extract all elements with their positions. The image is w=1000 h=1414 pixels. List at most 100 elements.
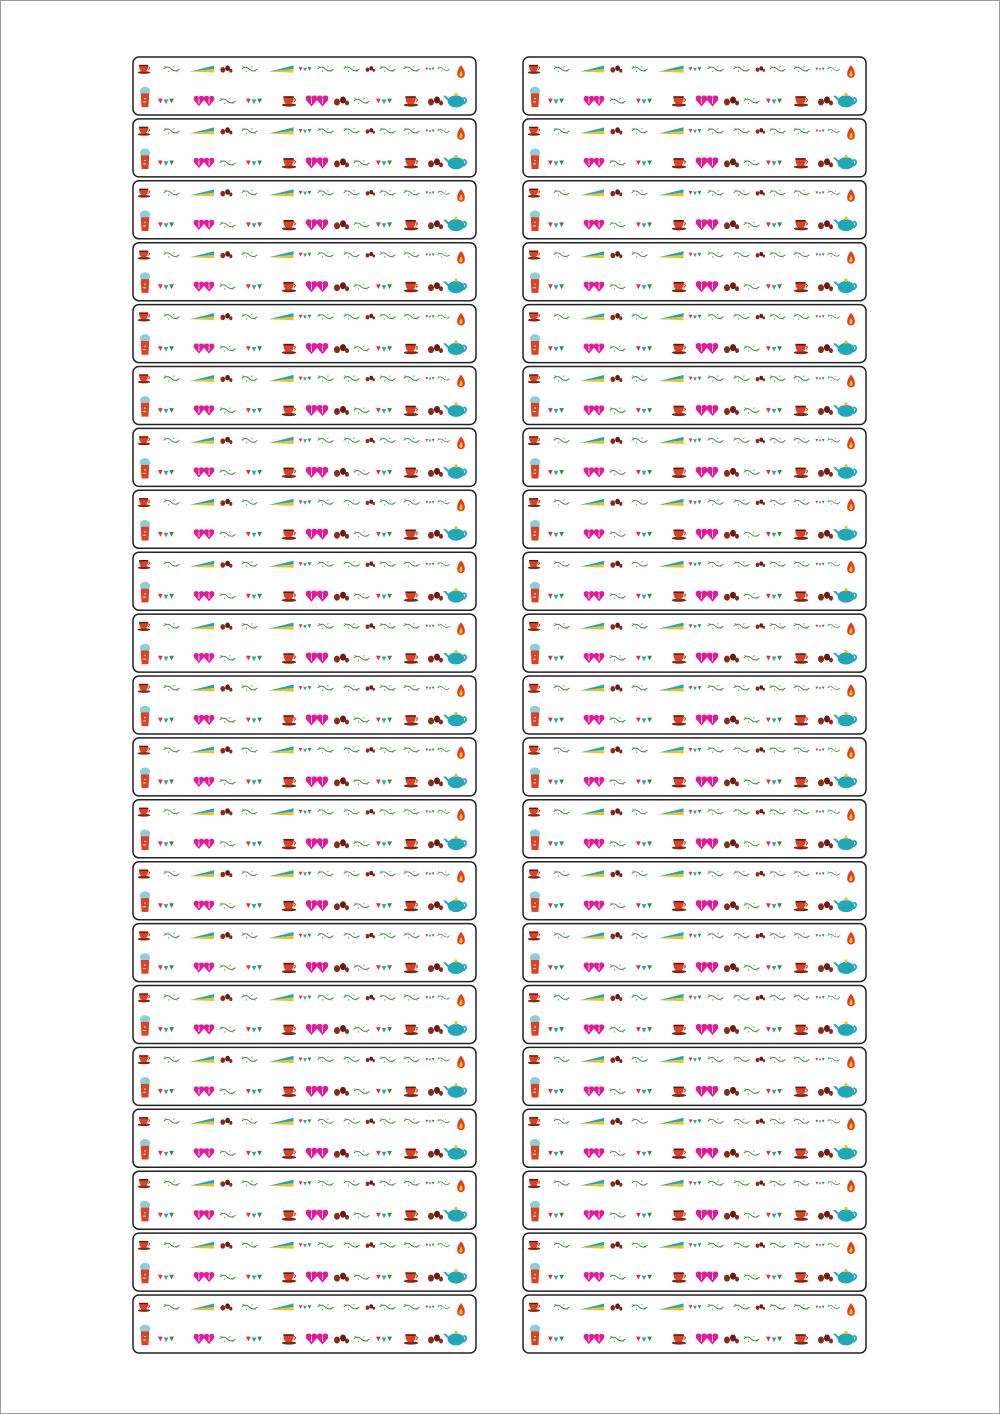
flags-icon bbox=[688, 190, 702, 196]
flags-icon bbox=[766, 1089, 782, 1095]
flags-icon bbox=[548, 841, 564, 847]
flags-icon bbox=[766, 717, 782, 724]
tall-icon bbox=[139, 1200, 151, 1222]
flags-icon bbox=[158, 98, 174, 105]
flags-icon bbox=[766, 841, 782, 847]
label bbox=[132, 1294, 477, 1354]
label bbox=[522, 1046, 867, 1107]
flags-icon bbox=[688, 871, 702, 877]
label bbox=[522, 241, 867, 302]
tall-icon bbox=[529, 1262, 541, 1284]
flags-icon bbox=[246, 965, 262, 971]
flags-icon bbox=[246, 346, 262, 352]
flags-icon bbox=[815, 872, 825, 876]
flags-icon bbox=[548, 470, 564, 476]
tall-icon bbox=[139, 1262, 151, 1284]
tall-icon bbox=[139, 1076, 151, 1099]
label bbox=[132, 118, 477, 178]
flags-icon bbox=[548, 98, 564, 105]
flags-icon bbox=[425, 500, 435, 505]
tall-icon bbox=[529, 643, 541, 665]
label bbox=[132, 737, 477, 797]
flags-icon bbox=[636, 1027, 652, 1033]
flags-icon bbox=[636, 284, 652, 290]
flags-icon bbox=[688, 747, 702, 753]
flags-icon bbox=[548, 1150, 564, 1157]
flags-icon bbox=[246, 222, 262, 228]
flags-icon bbox=[815, 500, 825, 505]
tall-icon bbox=[529, 209, 541, 232]
flags-icon bbox=[376, 160, 392, 167]
flags-icon bbox=[636, 531, 652, 538]
flags-icon bbox=[376, 965, 392, 971]
flags-icon bbox=[636, 593, 652, 600]
flags-icon bbox=[298, 1243, 312, 1248]
flags-icon bbox=[158, 160, 174, 167]
label bbox=[132, 365, 477, 426]
flags-icon bbox=[246, 1150, 262, 1157]
flags-icon bbox=[815, 748, 825, 752]
flags-icon bbox=[425, 624, 435, 628]
flags-icon bbox=[246, 531, 262, 538]
label bbox=[522, 1170, 867, 1230]
flags-icon bbox=[158, 841, 174, 847]
label bbox=[132, 56, 477, 116]
flags-icon bbox=[688, 1305, 702, 1310]
flags-icon bbox=[815, 934, 825, 938]
flags-icon bbox=[815, 253, 825, 257]
flags-icon bbox=[376, 346, 392, 352]
label bbox=[132, 799, 477, 859]
flags-icon bbox=[246, 160, 262, 167]
flags-icon bbox=[688, 252, 702, 258]
flags-icon bbox=[766, 160, 782, 167]
flags-icon bbox=[158, 222, 174, 228]
flags-icon bbox=[688, 438, 702, 443]
flags-icon bbox=[376, 903, 392, 909]
flags-icon bbox=[298, 252, 312, 258]
flags-icon bbox=[298, 67, 312, 72]
label bbox=[522, 56, 867, 116]
flags-icon bbox=[548, 284, 564, 290]
flags-icon bbox=[548, 1336, 564, 1343]
flags-icon bbox=[548, 593, 564, 600]
flags-icon bbox=[815, 1243, 825, 1247]
flags-icon bbox=[158, 1150, 174, 1157]
label bbox=[132, 922, 477, 983]
flags-icon bbox=[425, 996, 435, 1000]
flags-icon bbox=[246, 1089, 262, 1095]
flags-icon bbox=[158, 779, 174, 786]
flags-icon bbox=[636, 1089, 652, 1095]
label bbox=[522, 489, 867, 550]
flags-icon bbox=[298, 1305, 312, 1310]
label bbox=[522, 613, 867, 673]
flags-icon bbox=[688, 67, 702, 72]
tall-icon bbox=[139, 147, 151, 170]
flags-icon bbox=[636, 222, 652, 228]
tall-icon bbox=[139, 209, 151, 232]
flags-icon bbox=[766, 1336, 782, 1343]
flags-icon bbox=[815, 191, 825, 195]
flags-icon bbox=[425, 191, 435, 195]
flags-icon bbox=[548, 903, 564, 909]
flags-icon bbox=[636, 1274, 652, 1281]
flags-icon bbox=[425, 1119, 435, 1124]
flags-icon bbox=[815, 562, 825, 567]
tall-icon bbox=[139, 1138, 151, 1161]
flags-icon bbox=[425, 686, 435, 690]
label bbox=[522, 1232, 867, 1292]
flags-icon bbox=[766, 1212, 782, 1219]
flags-icon bbox=[548, 655, 564, 662]
tall-icon bbox=[529, 519, 541, 542]
flags-icon bbox=[688, 128, 702, 134]
flags-icon bbox=[425, 1181, 435, 1186]
flags-icon bbox=[548, 1027, 564, 1033]
flags-icon bbox=[688, 933, 702, 939]
flags-icon bbox=[425, 1305, 435, 1309]
flags-icon bbox=[688, 562, 702, 567]
flags-icon bbox=[766, 903, 782, 909]
flags-icon bbox=[815, 439, 825, 443]
flags-icon bbox=[298, 376, 312, 382]
flags-icon bbox=[246, 470, 262, 476]
flags-icon bbox=[158, 965, 174, 971]
